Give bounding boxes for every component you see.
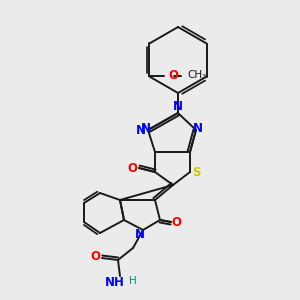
Text: N: N <box>141 122 151 136</box>
Text: NH: NH <box>105 275 125 289</box>
Text: N: N <box>193 122 203 136</box>
Text: N: N <box>173 100 183 112</box>
Text: O: O <box>90 250 100 263</box>
Text: S: S <box>192 167 200 179</box>
Text: O: O <box>127 161 137 175</box>
Text: N: N <box>135 229 145 242</box>
Text: CH₃: CH₃ <box>188 70 207 80</box>
Text: O: O <box>171 215 181 229</box>
Text: O: O <box>168 69 178 82</box>
Text: N: N <box>136 124 146 136</box>
Text: H: H <box>129 276 137 286</box>
